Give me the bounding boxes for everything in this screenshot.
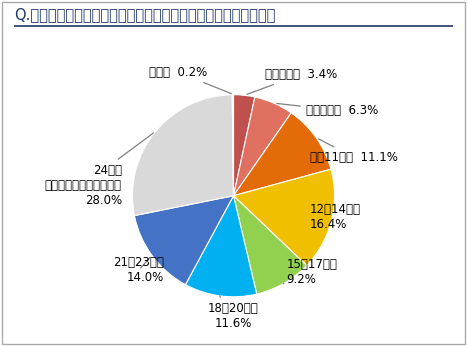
Wedge shape — [232, 95, 234, 196]
Wedge shape — [234, 95, 255, 196]
Text: 24時間
（ほぼ一日中家にいる）
28.0%: 24時間 （ほぼ一日中家にいる） 28.0% — [45, 133, 154, 207]
Text: ６〜８時間  6.3%: ６〜８時間 6.3% — [276, 103, 378, 117]
Text: 12〜14時間
16.4%: 12〜14時間 16.4% — [310, 203, 361, 231]
Text: 15〜17時間
9.2%: 15〜17時間 9.2% — [283, 258, 338, 286]
Wedge shape — [234, 196, 307, 294]
Wedge shape — [234, 169, 334, 265]
Wedge shape — [134, 196, 234, 285]
Text: 無回答  0.2%: 無回答 0.2% — [149, 66, 232, 94]
Wedge shape — [234, 113, 331, 196]
Wedge shape — [185, 196, 257, 297]
Text: ９〜11時間  11.1%: ９〜11時間 11.1% — [310, 139, 398, 164]
Text: Q.今年３～５月頃の平日、家にいる時間はどのくらいでしたか？: Q.今年３～５月頃の平日、家にいる時間はどのくらいでしたか？ — [14, 8, 276, 22]
Text: 21〜23時間
14.0%: 21〜23時間 14.0% — [113, 256, 164, 284]
Wedge shape — [133, 95, 234, 216]
Text: 18〜20時間
11.6%: 18〜20時間 11.6% — [208, 296, 259, 330]
Text: ５時間以下  3.4%: ５時間以下 3.4% — [247, 68, 338, 94]
Wedge shape — [234, 97, 291, 196]
